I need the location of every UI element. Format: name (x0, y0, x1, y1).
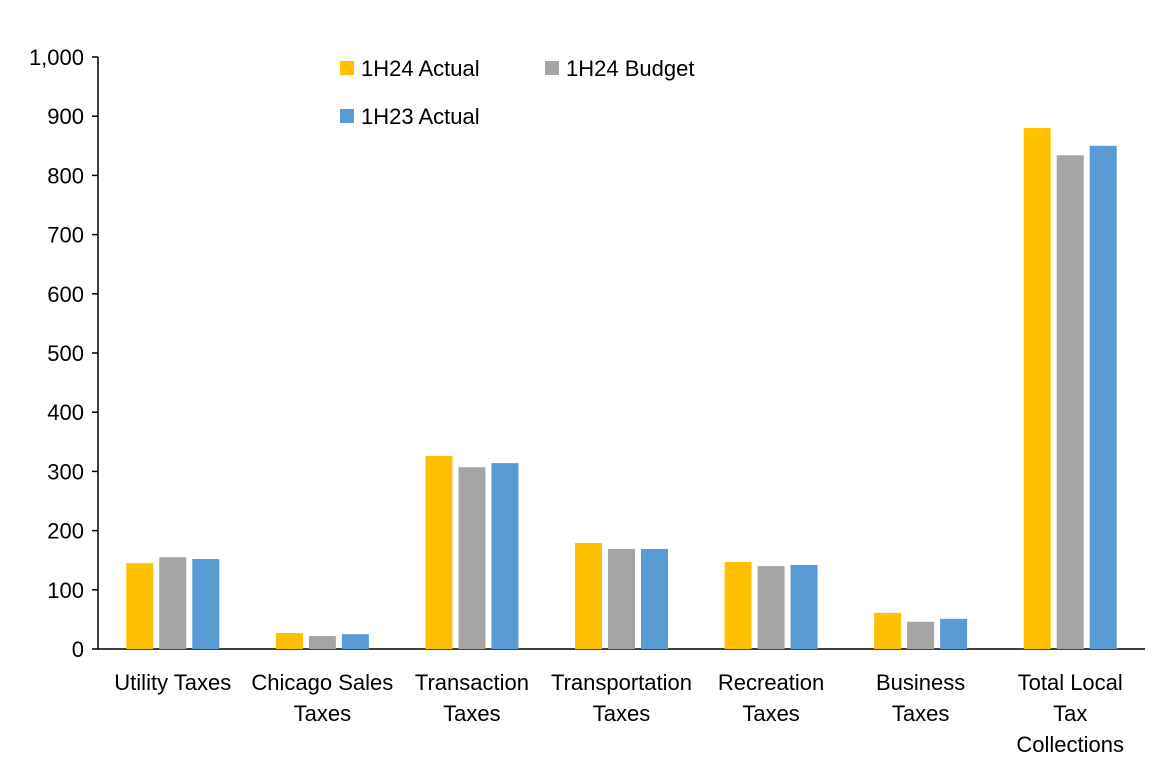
bar-1h24-actual (425, 456, 453, 649)
bar-1h23-actual (940, 618, 968, 649)
x-tick-label: Utility Taxes (114, 670, 231, 695)
y-tick-label: 500 (47, 341, 84, 366)
bar-1h23-actual (641, 548, 668, 649)
legend-swatch (340, 61, 354, 75)
x-tick-label: Transportation (551, 670, 692, 695)
legend-label: 1H23 Actual (361, 104, 480, 129)
x-axis: Utility Taxes Chicago Sales Taxes Transacti… (98, 648, 1145, 757)
bar-1h24-budget (458, 467, 486, 649)
y-tick-label: 400 (47, 400, 84, 425)
bar-1h23-actual (491, 463, 519, 649)
x-tick-label: Business (876, 670, 965, 695)
y-tick-label: 600 (47, 282, 84, 307)
x-tick-label: Chicago Sales (251, 670, 393, 695)
bar-1h23-actual (341, 634, 369, 649)
x-tick-label: Transaction (415, 670, 529, 695)
bar-1h24-actual (1023, 128, 1051, 650)
legend-swatch (545, 61, 559, 75)
legend: 1H24 Actual 1H24 Budget 1H23 Actual (340, 56, 694, 129)
y-axis: 0 100 200 300 400 500 600 700 800 900 1,000 (29, 45, 99, 662)
bar-1h24-actual (126, 563, 154, 649)
x-tick-label: Taxes (742, 701, 799, 726)
bar-1h24-actual (724, 561, 752, 649)
bars (126, 128, 1117, 650)
y-tick-label: 300 (47, 459, 84, 484)
x-tick-label: Collections (1016, 732, 1124, 757)
y-tick-label: 1,000 (29, 45, 84, 70)
y-tick-label: 100 (47, 578, 84, 603)
x-tick-label: Recreation (718, 670, 824, 695)
bar-1h24-budget (159, 557, 187, 649)
bar-1h24-actual (575, 543, 602, 649)
x-tick-label: Taxes (443, 701, 500, 726)
bar-1h23-actual (1089, 145, 1117, 650)
bar-1h24-budget (907, 621, 935, 649)
bar-1h23-actual (790, 564, 818, 649)
bar-1h24-budget (608, 548, 635, 649)
bar-1h23-actual (192, 559, 220, 649)
x-tick-label: Taxes (892, 701, 949, 726)
bar-1h24-actual (874, 612, 902, 649)
bar-1h24-actual (275, 633, 303, 649)
y-tick-label: 700 (47, 223, 84, 248)
x-tick-label: Taxes (294, 701, 351, 726)
bar-1h24-budget (308, 635, 336, 649)
legend-label: 1H24 Budget (566, 56, 694, 81)
y-tick-label: 800 (47, 163, 84, 188)
legend-label: 1H24 Actual (361, 56, 480, 81)
x-tick-label: Tax (1053, 701, 1087, 726)
y-tick-label: 200 (47, 519, 84, 544)
x-tick-label: Total Local (1018, 670, 1123, 695)
y-tick-label: 0 (72, 637, 84, 662)
legend-swatch (340, 109, 354, 123)
bar-1h24-budget (1056, 155, 1084, 649)
x-tick-label: Taxes (593, 701, 650, 726)
bar-1h24-budget (757, 566, 785, 649)
y-tick-label: 900 (47, 104, 84, 129)
